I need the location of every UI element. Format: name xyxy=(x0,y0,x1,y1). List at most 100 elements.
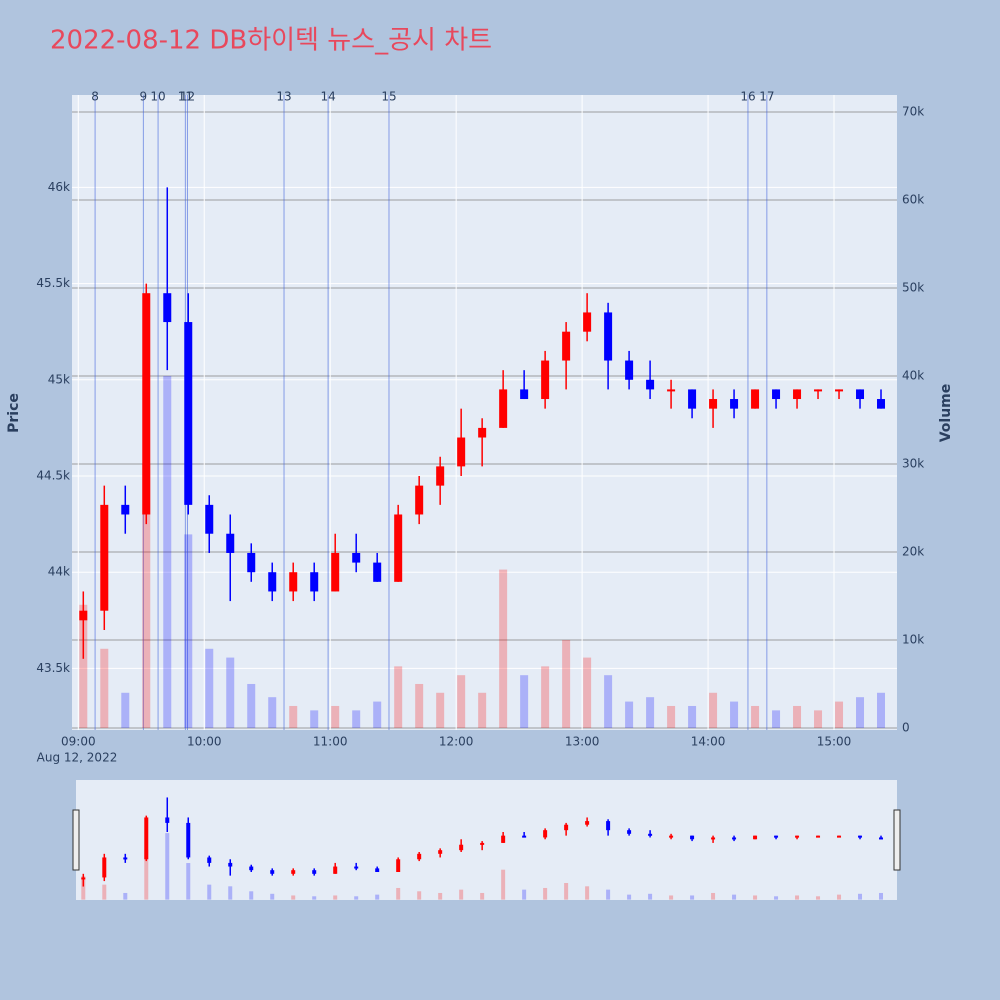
slider-candle-body xyxy=(522,835,527,838)
candle-body xyxy=(415,485,424,515)
volume-bar xyxy=(142,463,151,728)
candle-body xyxy=(814,389,823,392)
x-tick-label: 11:00 xyxy=(313,735,348,749)
slider-candle-body xyxy=(186,822,191,858)
volume-bar xyxy=(730,701,739,728)
slider-volume-bar xyxy=(123,892,128,900)
slider-candle-body xyxy=(585,821,590,825)
volume-bar xyxy=(184,534,193,728)
candle-body xyxy=(562,331,571,361)
volume-bar xyxy=(751,705,760,728)
candle-body xyxy=(247,552,256,573)
slider-candle-body xyxy=(753,835,758,840)
volume-bar xyxy=(604,675,613,728)
slider-candle-body xyxy=(249,866,254,871)
slider-volume-bar xyxy=(627,894,632,900)
candle-body xyxy=(751,389,760,409)
volume-bar xyxy=(562,639,571,728)
y2-tick-label: 40k xyxy=(902,368,924,382)
volume-bar xyxy=(541,666,550,728)
slider-volume-bar xyxy=(774,896,779,900)
slider-volume-bar xyxy=(81,876,86,900)
y-tick-label: 46k xyxy=(48,180,70,194)
candle-body xyxy=(352,552,361,563)
y2-tick-label: 0 xyxy=(902,720,910,734)
volume-bar xyxy=(709,692,718,728)
slider-candle-body xyxy=(564,824,569,831)
candle-body xyxy=(79,610,88,621)
slider-handle[interactable] xyxy=(893,809,901,871)
event-label: 10 xyxy=(150,90,165,104)
slider-volume-bar xyxy=(354,896,359,900)
y-tick-label: 45.5k xyxy=(36,276,70,290)
slider-candle-body xyxy=(438,850,443,854)
candle-body xyxy=(457,437,466,467)
candle-body xyxy=(877,399,886,409)
x-tick-label: 13:00 xyxy=(565,735,600,749)
event-label: 13 xyxy=(276,90,291,104)
slider-candle-body xyxy=(144,817,149,860)
y2-tick-label: 60k xyxy=(902,192,924,206)
slider-candle-body xyxy=(858,835,863,838)
slider-candle-body xyxy=(270,870,275,874)
slider-candle-body xyxy=(312,870,317,874)
slider-volume-bar xyxy=(816,896,821,900)
slider-candle-body xyxy=(333,866,338,874)
slider-candle-body xyxy=(606,821,611,831)
event-label: 17 xyxy=(759,90,774,104)
y2-tick-label: 50k xyxy=(902,280,924,294)
slider-candle-body xyxy=(480,842,485,845)
candle-body xyxy=(793,389,802,400)
slider-volume-bar xyxy=(102,884,107,900)
candle-body xyxy=(373,562,382,582)
volume-bar xyxy=(646,697,655,728)
volume-bar xyxy=(877,692,886,728)
slider-candle-body xyxy=(417,853,422,860)
volume-bar xyxy=(625,701,634,728)
candle-body xyxy=(541,360,550,400)
y2-axis-title: Volume xyxy=(938,384,954,443)
volume-bar xyxy=(352,710,361,728)
candle-body xyxy=(310,572,319,592)
candle-body xyxy=(667,389,676,392)
x-tick-label: 10:00 xyxy=(187,735,222,749)
event-label: 14 xyxy=(320,90,335,104)
slider-handle[interactable] xyxy=(72,809,80,871)
volume-bar xyxy=(226,657,235,728)
candle-body xyxy=(289,572,298,592)
slider-candle-body xyxy=(165,817,170,823)
candle-body xyxy=(100,504,109,611)
y2-tick-label: 10k xyxy=(902,632,924,646)
candle-body xyxy=(226,533,235,553)
volume-bar xyxy=(79,604,88,728)
range-slider[interactable] xyxy=(76,780,897,900)
slider-volume-bar xyxy=(732,894,737,900)
slider-volume-bar xyxy=(564,882,569,900)
slider-candle-body xyxy=(711,837,716,840)
y2-tick-label: 20k xyxy=(902,544,924,558)
slider-candle-body xyxy=(648,833,653,836)
slider-volume-bar xyxy=(291,895,296,900)
slider-volume-bar xyxy=(690,895,695,900)
volume-bar xyxy=(373,701,382,728)
event-label: 11 xyxy=(178,90,193,104)
candle-body xyxy=(835,389,844,392)
slider-candle-body xyxy=(795,835,800,838)
slider-candle-body xyxy=(228,862,233,867)
candle-body xyxy=(856,389,865,400)
slider-candle-body xyxy=(732,837,737,840)
y-tick-label: 44.5k xyxy=(36,469,70,483)
slider-volume-bar xyxy=(501,869,506,900)
volume-bar xyxy=(478,692,487,728)
slider-candle-body xyxy=(816,835,821,838)
slider-candle-body xyxy=(774,835,779,838)
volume-bar xyxy=(289,705,298,728)
slider-volume-bar xyxy=(438,892,443,900)
slider-volume-bar xyxy=(858,893,863,900)
slider-candle-body xyxy=(291,870,296,874)
slider-volume-bar xyxy=(585,886,590,900)
volume-bar xyxy=(436,692,445,728)
slider-volume-bar xyxy=(186,863,191,900)
slider-volume-bar xyxy=(522,889,527,900)
